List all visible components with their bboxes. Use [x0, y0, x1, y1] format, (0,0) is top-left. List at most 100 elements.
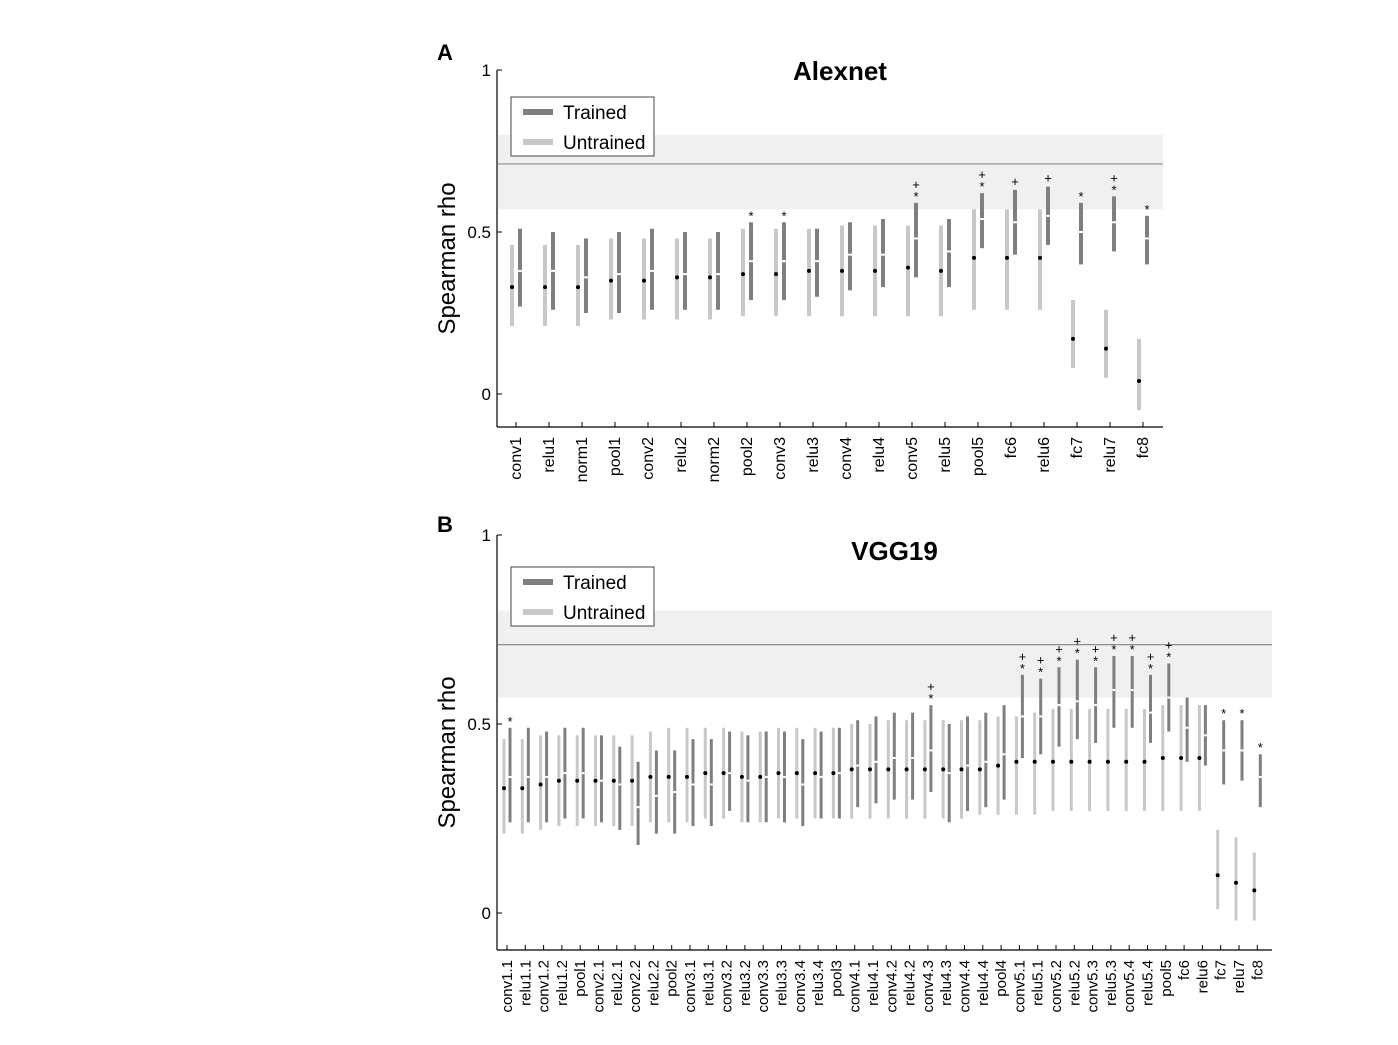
y-axis-label: Spearman rho [434, 676, 461, 828]
significance-asterisk: * [1221, 706, 1226, 721]
x-tick-label: relu3 [805, 437, 822, 473]
trained-mean-marker [636, 806, 640, 809]
trained-mean-marker [984, 760, 988, 763]
x-tick-label: conv3 [772, 437, 789, 480]
significance-asterisk: * [748, 208, 753, 223]
legend-swatch-untrained [523, 139, 553, 145]
x-tick-label: relu1.2 [554, 960, 571, 1006]
significance-asterisk: * [928, 691, 933, 706]
x-tick-label: fc8 [1249, 960, 1266, 980]
x-tick-label: relu1 [541, 437, 558, 473]
significance-plus: + [1019, 649, 1027, 664]
x-tick-label: relu5.4 [1140, 960, 1157, 1006]
trained-mean-marker [783, 775, 786, 778]
chart-title: Alexnet [793, 56, 887, 86]
significance-asterisk: * [507, 714, 512, 729]
trained-errorbar [1185, 697, 1189, 762]
untrained-mean-dot [904, 767, 909, 772]
untrained-mean-dot [642, 278, 646, 283]
trained-mean-marker [551, 269, 555, 272]
trained-mean-marker [966, 764, 969, 767]
x-tick-label: relu4.2 [902, 960, 919, 1006]
trained-errorbar [617, 232, 621, 313]
untrained-mean-dot [708, 275, 712, 280]
x-tick-label: conv4.2 [883, 960, 900, 1013]
significance-plus: + [1110, 630, 1118, 645]
trained-errorbar [1057, 667, 1061, 747]
x-tick-label: conv3.3 [755, 960, 772, 1013]
untrained-mean-dot [776, 771, 781, 776]
legend-swatch-trained [523, 579, 553, 585]
trained-mean-marker [518, 269, 522, 272]
x-tick-label: relu6 [1194, 960, 1211, 993]
untrained-mean-dot [941, 767, 946, 772]
trained-errorbar [874, 716, 878, 804]
untrained-mean-dot [849, 767, 854, 772]
trained-mean-marker [749, 260, 753, 263]
trained-errorbar [1130, 655, 1134, 728]
panel-a-alexnet: 0 0.5 1 Spearman rho Alexnet conv1 relu1 norm1 p… [434, 56, 1163, 482]
trained-mean-marker [1094, 704, 1098, 707]
untrained-mean-dot [813, 771, 818, 776]
significance-plus: + [1055, 641, 1063, 656]
untrained-mean-dot [1105, 759, 1110, 764]
trained-mean-marker [1203, 734, 1207, 737]
x-tick-label: relu5.2 [1066, 960, 1083, 1006]
trained-mean-marker [837, 772, 841, 775]
trained-errorbar [892, 712, 896, 800]
untrained-mean-dot [807, 268, 811, 273]
x-tick-label: conv4.4 [957, 960, 974, 1013]
untrained-errorbar [1071, 300, 1075, 369]
untrained-mean-dot [741, 272, 745, 277]
y-tick-label: 0 [482, 385, 491, 404]
untrained-mean-dot [1215, 873, 1220, 878]
trained-errorbar [815, 228, 819, 297]
x-tick-label: relu4.1 [865, 960, 882, 1006]
trained-mean-marker [618, 783, 622, 786]
significance-asterisk: * [1239, 706, 1244, 721]
significance-plus: + [1044, 171, 1052, 186]
trained-mean-marker [1013, 221, 1017, 224]
legend-label-trained: Trained [563, 573, 627, 594]
y-tick-label: 1 [482, 526, 491, 545]
trained-errorbar [856, 720, 860, 808]
trained-errorbar [801, 739, 805, 827]
trained-mean-marker [947, 772, 951, 775]
x-tick-label: fc6 [1003, 437, 1020, 458]
untrained-mean-dot [959, 767, 964, 772]
significance-plus: + [1011, 174, 1019, 189]
x-tick-label: conv5 [904, 437, 921, 480]
trained-errorbar [1002, 705, 1006, 800]
x-tick-label: relu3.3 [774, 960, 791, 1006]
untrained-mean-dot [922, 767, 927, 772]
trained-errorbar [929, 705, 933, 793]
x-tick-label: relu2.1 [609, 960, 626, 1006]
significance-asterisk: * [1038, 665, 1043, 680]
trained-errorbar [1258, 754, 1262, 808]
trained-mean-marker [980, 218, 984, 221]
trained-mean-marker [683, 273, 687, 276]
untrained-mean-dot [1071, 336, 1075, 341]
trained-mean-marker [801, 783, 805, 786]
trained-mean-marker [691, 783, 695, 786]
untrained-mean-dot [868, 767, 872, 772]
trained-errorbar [984, 712, 988, 808]
x-tick-label: relu2 [673, 437, 690, 473]
significance-asterisk: * [1111, 182, 1116, 197]
panel-letter-a: A [437, 40, 453, 65]
trained-mean-marker [929, 749, 933, 752]
x-tick-label: relu7 [1102, 437, 1119, 473]
trained-errorbar [654, 750, 658, 834]
trained-errorbar [881, 219, 885, 288]
trained-mean-marker [709, 783, 713, 786]
trained-mean-marker [1167, 696, 1171, 699]
trained-errorbar [1149, 674, 1152, 743]
significance-asterisk: * [1111, 642, 1116, 657]
trained-errorbar [1112, 655, 1116, 728]
trained-errorbar [1222, 720, 1226, 785]
untrained-mean-dot [1197, 756, 1202, 761]
trained-errorbar [848, 222, 852, 291]
x-tick-label: relu7 [1231, 960, 1248, 993]
trained-mean-marker [1112, 688, 1116, 691]
